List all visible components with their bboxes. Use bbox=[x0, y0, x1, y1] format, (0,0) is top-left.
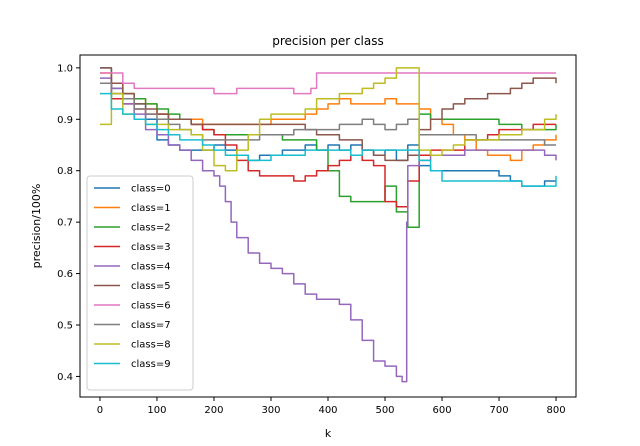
series-line-class-5 bbox=[100, 67, 557, 162]
series-line-class-8 bbox=[100, 67, 557, 172]
y-tick-label: 0.8 bbox=[57, 166, 73, 177]
y-tick-label: 0.6 bbox=[57, 269, 73, 280]
y-tick-label: 1.0 bbox=[57, 63, 73, 74]
legend-label-class-4: class=4 bbox=[131, 262, 171, 273]
x-axis: 0 100 200 300 400 500 600 700 800 bbox=[97, 397, 566, 416]
y-tick-label: 0.9 bbox=[57, 115, 73, 126]
y-tick-label: 0.7 bbox=[57, 218, 73, 229]
y-tick-label: 0.4 bbox=[57, 372, 73, 383]
series-layer bbox=[100, 67, 557, 383]
x-tick-label: 100 bbox=[147, 405, 166, 416]
y-axis: 0.4 0.5 0.6 0.7 0.8 0.9 1.0 bbox=[57, 63, 80, 383]
legend-label-class-1: class=1 bbox=[131, 203, 171, 214]
legend-label-class-9: class=9 bbox=[131, 359, 171, 370]
y-axis-label: precision/100% bbox=[30, 184, 43, 269]
x-tick-label: 600 bbox=[432, 405, 451, 416]
series-line-class-7 bbox=[100, 82, 556, 146]
chart-title: precision per class bbox=[272, 34, 384, 48]
x-tick-label: 500 bbox=[375, 405, 394, 416]
legend-box bbox=[86, 175, 194, 391]
plot-area bbox=[79, 54, 577, 398]
legend-label-class-3: class=3 bbox=[131, 242, 171, 253]
x-axis-label: k bbox=[325, 427, 332, 440]
series-line-class-6 bbox=[100, 72, 556, 95]
legend-label-class-6: class=6 bbox=[131, 301, 171, 312]
x-tick-label: 200 bbox=[204, 405, 223, 416]
x-tick-label: 0 bbox=[97, 405, 103, 416]
x-tick-label: 300 bbox=[261, 405, 280, 416]
legend-label-class-5: class=5 bbox=[131, 281, 171, 292]
x-tick-label: 700 bbox=[489, 405, 508, 416]
x-tick-label: 400 bbox=[318, 405, 337, 416]
legend-label-class-0: class=0 bbox=[131, 184, 171, 195]
x-tick-label: 800 bbox=[546, 405, 565, 416]
series-line-class-9 bbox=[100, 92, 557, 187]
legend-label-class-2: class=2 bbox=[131, 223, 171, 234]
legend: class=0 class=1 class=2 class=3 class=4 class… bbox=[86, 175, 194, 391]
legend-label-class-7: class=7 bbox=[131, 320, 171, 331]
legend-label-class-8: class=8 bbox=[131, 340, 171, 351]
y-tick-label: 0.5 bbox=[57, 321, 73, 332]
